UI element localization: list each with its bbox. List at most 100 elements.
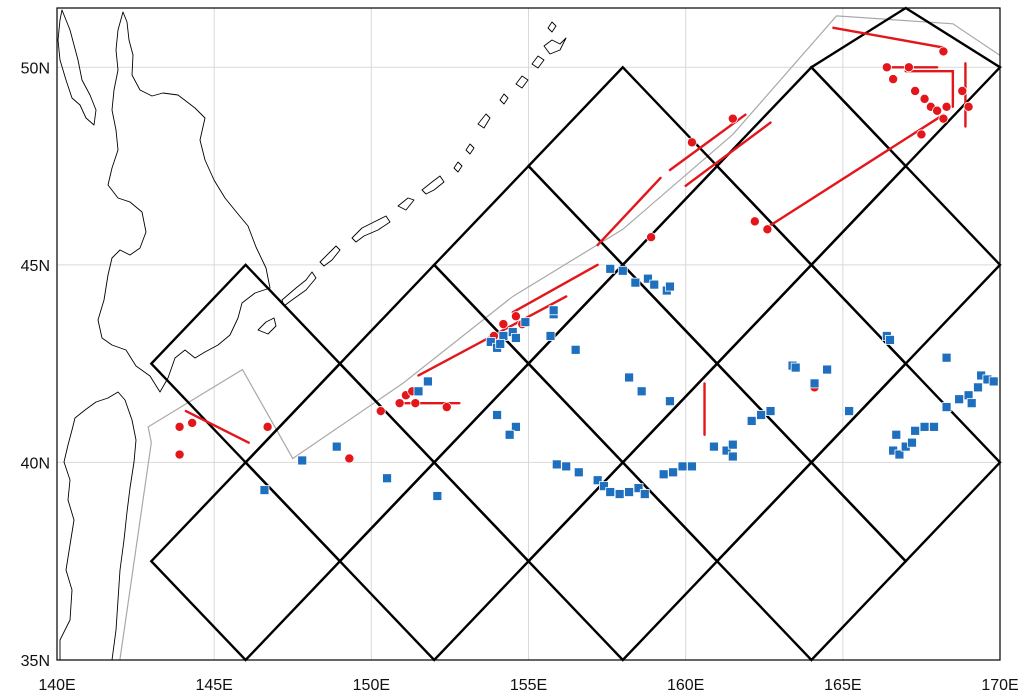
- blue-point-18: [606, 264, 615, 273]
- blue-point-41: [659, 470, 668, 479]
- red-point-29: [942, 102, 951, 111]
- red-point-24: [911, 86, 920, 95]
- y-tick-label-3: 50N: [21, 60, 50, 77]
- blue-point-56: [845, 407, 854, 416]
- y-axis-tick-labels: 35N 40N 45N 50N: [21, 60, 50, 670]
- red-point-6: [395, 399, 404, 408]
- red-tracks: [186, 28, 966, 443]
- blue-point-67: [942, 353, 951, 362]
- coastline-kuril-8: [466, 144, 474, 154]
- blue-point-65: [920, 422, 929, 431]
- coastline-kuril-2: [282, 272, 316, 306]
- coastline-hokkaido: [98, 12, 270, 392]
- red-point-3: [263, 422, 272, 431]
- y-tick-label-2: 45N: [21, 258, 50, 275]
- blue-point-44: [687, 462, 696, 471]
- blue-point-66: [929, 422, 938, 431]
- blue-point-16: [546, 331, 555, 340]
- red-point-19: [763, 225, 772, 234]
- grid-diamond-15: [529, 67, 718, 265]
- blue-point-63: [907, 438, 916, 447]
- x-tick-label-1: 145E: [195, 677, 232, 694]
- blue-point-75: [989, 377, 998, 386]
- blue-point-0: [298, 456, 307, 465]
- coastline-kuril-13: [544, 38, 566, 54]
- red-point-0: [175, 422, 184, 431]
- grid-diamond-3: [717, 462, 906, 660]
- red-point-4: [345, 454, 354, 463]
- coastline-kuril-6: [422, 176, 444, 194]
- blue-point-54: [810, 379, 819, 388]
- blue-point-6: [414, 387, 423, 396]
- blue-point-55: [823, 365, 832, 374]
- blue-point-13: [496, 339, 505, 348]
- blue-point-27: [665, 397, 674, 406]
- x-tick-label-0: 140E: [38, 677, 75, 694]
- blue-point-51: [766, 407, 775, 416]
- blue-point-69: [955, 395, 964, 404]
- y-tick-label-0: 35N: [21, 653, 50, 670]
- x-tick-label-5: 165E: [824, 677, 861, 694]
- x-tick-label-6: 170E: [981, 677, 1018, 694]
- blue-point-31: [552, 460, 561, 469]
- blue-point-47: [728, 440, 737, 449]
- grid-diamond-8: [151, 265, 340, 463]
- coastline-honshu: [60, 392, 136, 660]
- red-point-32: [964, 102, 973, 111]
- red-point-13: [511, 312, 520, 321]
- red-point-18: [750, 217, 759, 226]
- blue-point-37: [615, 490, 624, 499]
- x-tick-label-2: 150E: [353, 677, 390, 694]
- grid-diamond-10: [529, 265, 718, 463]
- blue-point-71: [967, 399, 976, 408]
- blue-point-28: [493, 411, 502, 420]
- blue-point-20: [631, 278, 640, 287]
- blue-point-68: [942, 403, 951, 412]
- red-point-25: [920, 94, 929, 103]
- red-point-9: [411, 399, 420, 408]
- red-point-12: [499, 320, 508, 329]
- y-tick-label-1: 40N: [21, 455, 50, 472]
- blue-point-40: [640, 490, 649, 499]
- blue-point-30: [505, 430, 514, 439]
- blue-point-36: [606, 488, 615, 497]
- red-points: [175, 47, 973, 463]
- blue-point-59: [892, 430, 901, 439]
- blue-point-22: [650, 280, 659, 289]
- grid-diamond-0: [151, 462, 340, 660]
- red-point-23: [939, 47, 948, 56]
- red-point-15: [646, 233, 655, 242]
- blue-point-2: [332, 442, 341, 451]
- red-track-9: [833, 28, 943, 48]
- coastline-kuril-14: [548, 22, 556, 32]
- blue-point-64: [911, 426, 920, 435]
- coastline-kuril-12: [532, 56, 544, 68]
- blue-point-1: [260, 486, 269, 495]
- coastline-kuril-3: [320, 246, 340, 266]
- x-axis-tick-labels: 140E 145E 150E 155E 160E 165E 170E: [38, 677, 1018, 694]
- blue-point-32: [562, 462, 571, 471]
- coastline-kuril-11: [516, 76, 528, 88]
- coastline-kuril-7: [454, 162, 462, 172]
- red-point-21: [889, 75, 898, 84]
- red-point-27: [933, 106, 942, 115]
- blue-point-4: [433, 492, 442, 501]
- red-point-22: [904, 63, 913, 72]
- red-point-5: [376, 406, 385, 415]
- blue-point-19: [618, 266, 627, 275]
- blue-point-72: [973, 383, 982, 392]
- blue-point-53: [791, 363, 800, 372]
- grid-diamond-17: [811, 8, 1000, 166]
- grid-diamond-11: [717, 265, 906, 463]
- red-point-16: [687, 138, 696, 147]
- red-point-2: [175, 450, 184, 459]
- study-area-boundary: [120, 16, 1000, 660]
- blue-point-11: [521, 318, 530, 327]
- blue-point-3: [383, 474, 392, 483]
- red-track-0: [186, 411, 249, 443]
- red-point-30: [917, 130, 926, 139]
- blue-point-50: [757, 411, 766, 420]
- red-point-1: [188, 418, 197, 427]
- blue-point-38: [625, 488, 634, 497]
